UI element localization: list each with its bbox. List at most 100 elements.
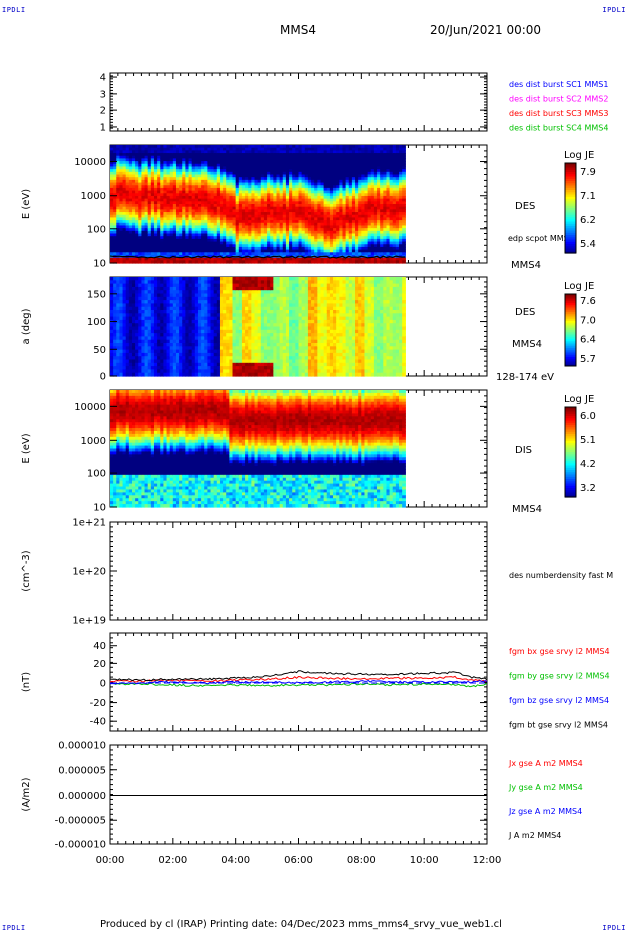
- spectrogram-cell: [113, 195, 117, 200]
- spectrogram-cell: [282, 150, 287, 154]
- spectrogram-cell: [323, 230, 328, 235]
- spectrogram-cell: [229, 220, 234, 224]
- spectrogram-cell: [395, 150, 400, 154]
- spectrogram-cell: [392, 230, 397, 235]
- spectrogram-cell: [207, 233, 212, 237]
- spectrogram-cell: [138, 336, 143, 341]
- spectrogram-cell: [223, 225, 227, 229]
- spectrogram-cell: [320, 185, 325, 189]
- spectrogram-cell: [122, 346, 127, 351]
- spectrogram-cell: [241, 204, 246, 208]
- spectrogram-cell: [292, 246, 296, 251]
- spectrogram-cell: [125, 201, 130, 205]
- spectrogram-cell: [263, 225, 268, 229]
- spectrogram-cell: [166, 187, 171, 192]
- spectrogram-cell: [311, 150, 315, 154]
- spectrogram-cell: [185, 241, 190, 245]
- spectrogram-cell: [320, 230, 325, 235]
- spectrogram-cell: [336, 220, 340, 224]
- spectrogram-cell: [160, 220, 165, 224]
- spectrogram-cell: [399, 171, 403, 176]
- spectrogram-cell: [210, 150, 215, 154]
- spectrogram-cell: [122, 155, 127, 160]
- spectrogram-cell: [131, 238, 136, 243]
- spectrogram-cell: [160, 217, 165, 221]
- spectrogram-cell: [204, 179, 208, 184]
- spectrogram-cell: [116, 206, 121, 210]
- spectrogram-cell: [210, 233, 215, 237]
- spectrogram-cell: [395, 217, 400, 221]
- spectrogram-cell: [367, 177, 372, 181]
- spectrogram-cell: [157, 201, 161, 205]
- spectrogram-cell: [273, 190, 278, 194]
- spectrogram-cell: [131, 356, 136, 361]
- spectrogram-cell: [182, 161, 186, 165]
- spectrogram-cell: [138, 158, 143, 162]
- spectrogram-cell: [229, 201, 234, 205]
- spectrogram-cell: [241, 249, 246, 253]
- spectrogram-cell: [267, 155, 271, 160]
- spectrogram-cell: [339, 145, 344, 149]
- spectrogram-cell: [138, 316, 143, 321]
- spectrogram-cell: [204, 158, 208, 162]
- spectrogram-cell: [226, 153, 230, 157]
- spectrogram-cell: [166, 179, 171, 184]
- spectrogram-cell: [292, 182, 296, 186]
- spectrogram-cell: [361, 193, 366, 197]
- spectrogram-cell: [197, 174, 202, 178]
- spectrogram-cell: [285, 225, 290, 229]
- spectrogram-cell: [128, 161, 133, 165]
- spectrogram-cell: [355, 166, 359, 170]
- spectrogram-cell: [399, 166, 403, 170]
- spectrogram-cell: [116, 185, 121, 189]
- spectrogram-cell: [153, 155, 158, 160]
- spectrogram-cell: [213, 145, 218, 149]
- spectrogram-cell: [138, 214, 143, 219]
- spectrogram-cell: [119, 306, 124, 311]
- spectrogram-cell: [370, 244, 375, 248]
- spectrogram-cell: [119, 362, 124, 367]
- spectrogram-cell: [383, 212, 388, 216]
- spectrogram-cell: [169, 177, 174, 181]
- spectrogram-cell: [128, 303, 133, 308]
- spectrogram-cell: [389, 217, 394, 221]
- spectrogram-cell: [351, 260, 356, 264]
- spectrogram-cell: [298, 155, 303, 160]
- spectrogram-cell: [270, 169, 274, 173]
- spectrogram-cell: [263, 163, 268, 168]
- spectrogram-cell: [157, 222, 161, 227]
- spectrogram-cell: [150, 190, 155, 194]
- spectrogram-cell: [175, 222, 180, 227]
- spectrogram-cell: [169, 260, 174, 264]
- spectrogram-cell: [333, 187, 337, 192]
- spectrogram-cell: [270, 252, 274, 256]
- spectrogram-cell: [402, 147, 406, 151]
- spectrogram-cell: [191, 182, 196, 186]
- spectrogram-cell: [207, 236, 212, 240]
- spectrogram-cell: [138, 182, 143, 186]
- spectrogram-cell: [304, 214, 309, 219]
- spectrogram-cell: [263, 179, 268, 184]
- spectrogram-cell: [304, 257, 309, 261]
- spectrogram-cell: [119, 319, 124, 324]
- spectrogram-cell: [326, 230, 331, 235]
- spectrogram-cell: [289, 241, 293, 245]
- spectrogram-cell: [279, 150, 284, 154]
- spectrogram-cell: [336, 214, 340, 219]
- spectrogram-cell: [110, 195, 114, 200]
- spectrogram-cell: [122, 241, 127, 245]
- spectrogram-cell: [204, 182, 208, 186]
- spectrogram-cell: [314, 238, 318, 243]
- spectrogram-cell: [116, 212, 121, 216]
- spectrogram-cell: [226, 177, 230, 181]
- spectrogram-cell: [125, 316, 130, 321]
- spectrogram-cell: [216, 174, 221, 178]
- spectrogram-cell: [254, 230, 259, 235]
- spectrogram-cell: [263, 249, 268, 253]
- spectrogram-cell: [110, 222, 114, 227]
- spectrogram-cell: [116, 179, 121, 184]
- spectrogram-cell: [128, 169, 133, 173]
- spectrogram-cell: [194, 190, 199, 194]
- spectrogram-cell: [279, 187, 284, 192]
- spectrogram-cell: [204, 195, 208, 200]
